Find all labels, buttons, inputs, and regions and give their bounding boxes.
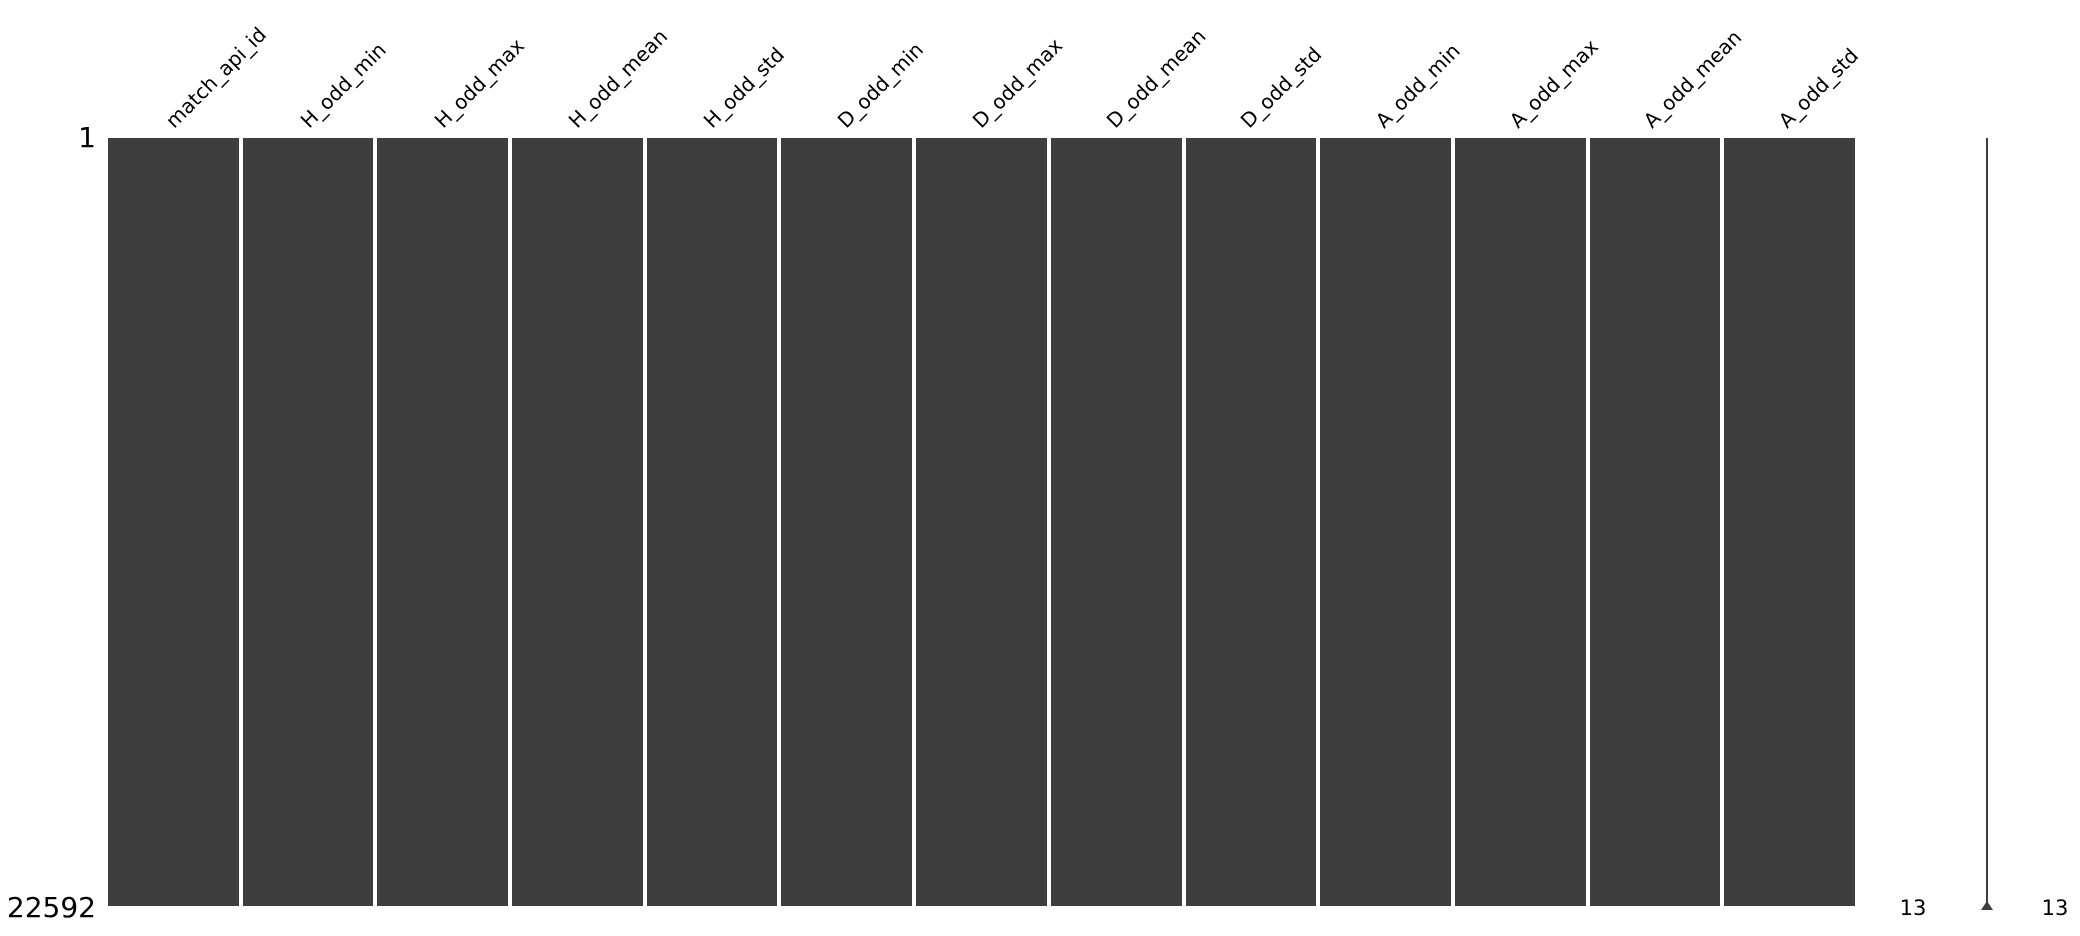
column-label-D_odd_std: D_odd_std <box>1236 42 1327 133</box>
column-label-A_odd_std: A_odd_std <box>1773 43 1863 133</box>
matrix-column-A_odd_min <box>1320 138 1451 906</box>
matrix-column-A_odd_std <box>1724 138 1855 906</box>
column-label-D_odd_min: D_odd_min <box>832 37 929 133</box>
nullity-matrix <box>108 138 1855 906</box>
matrix-column-H_odd_min <box>242 138 374 906</box>
matrix-column-H_odd_max <box>377 138 509 906</box>
column-label-A_odd_max: A_odd_max <box>1504 34 1603 133</box>
sparkline-max-label: 13 <box>2041 896 2069 920</box>
matrix-column-A_odd_mean <box>1589 138 1721 906</box>
matrix-column-D_odd_max <box>916 138 1047 906</box>
sparkline-end-marker <box>1981 901 1993 910</box>
matrix-column-H_odd_mean <box>512 138 643 906</box>
column-label-H_odd_std: H_odd_std <box>698 42 789 133</box>
ytick-last-row: 22592 <box>6 891 96 924</box>
matrix-column-D_odd_std <box>1185 138 1317 906</box>
matrix-column-match_api_id <box>108 138 239 906</box>
column-label-D_odd_mean: D_odd_mean <box>1101 23 1211 133</box>
sparkline-line <box>1986 138 1988 904</box>
sparkline-min-label: 13 <box>1899 896 1927 920</box>
column-label-A_odd_min: A_odd_min <box>1370 38 1465 133</box>
matrix-column-D_odd_mean <box>1050 138 1182 906</box>
column-label-A_odd_mean: A_odd_mean <box>1639 25 1747 133</box>
column-label-match_api_id: match_api_id <box>160 22 272 133</box>
column-label-H_odd_min: H_odd_min <box>295 37 391 133</box>
matrix-column-A_odd_max <box>1454 138 1586 906</box>
matrix-column-H_odd_std <box>646 138 778 906</box>
column-label-H_odd_max: H_odd_max <box>429 33 529 133</box>
ytick-first-row: 1 <box>78 121 96 154</box>
matrix-column-D_odd_min <box>781 138 913 906</box>
column-label-H_odd_mean: H_odd_mean <box>564 24 673 133</box>
column-label-D_odd_max: D_odd_max <box>967 33 1067 133</box>
